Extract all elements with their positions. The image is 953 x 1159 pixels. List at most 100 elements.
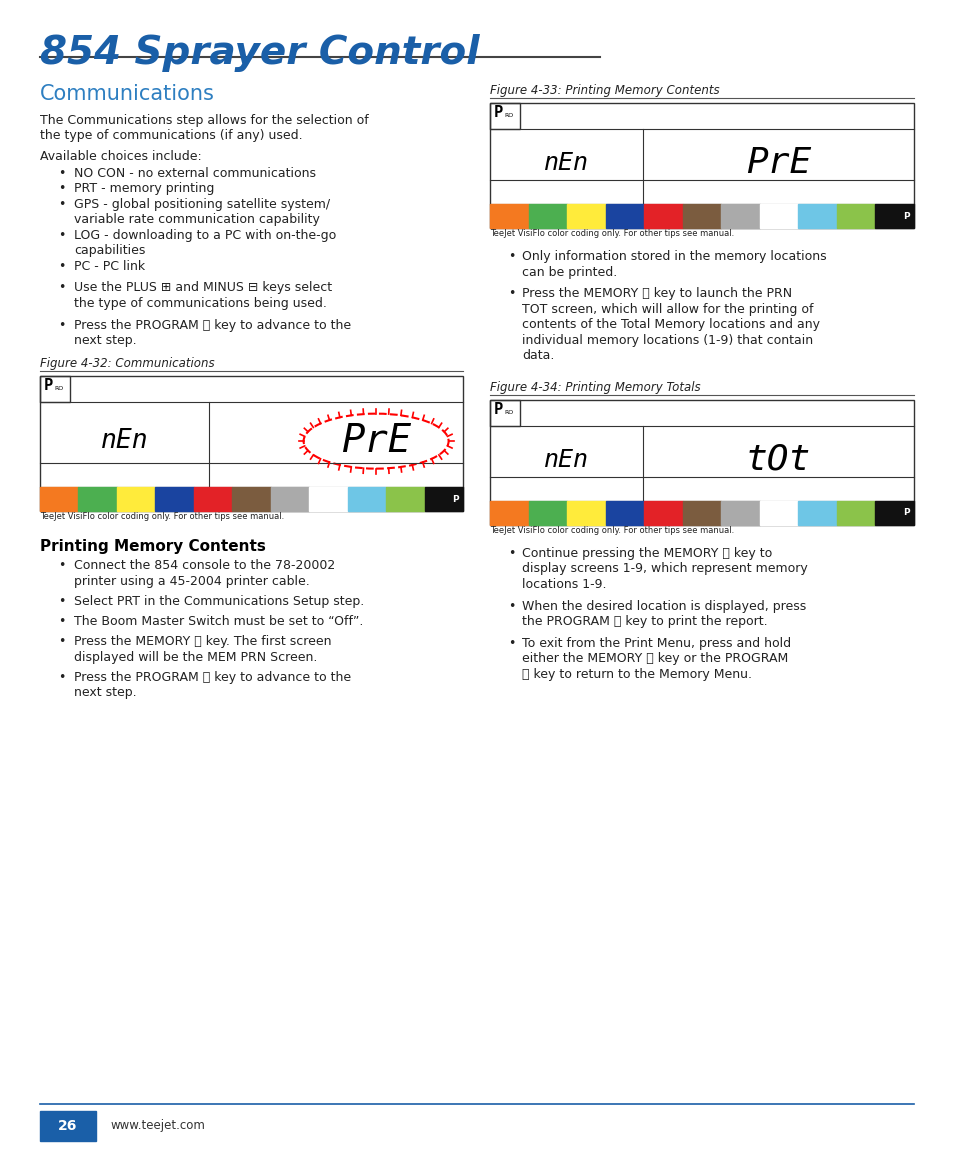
Text: The Communications step allows for the selection of: The Communications step allows for the s… xyxy=(40,114,369,127)
Text: •: • xyxy=(58,167,66,180)
Text: display screens 1-9, which represent memory: display screens 1-9, which represent mem… xyxy=(521,562,807,575)
Bar xyxy=(40,377,70,402)
Text: the type of communications (if any) used.: the type of communications (if any) used… xyxy=(40,130,302,143)
Text: LOG - downloading to a PC with on-the-go: LOG - downloading to a PC with on-the-go xyxy=(74,228,335,242)
Text: PC - PC link: PC - PC link xyxy=(74,260,145,272)
Bar xyxy=(605,204,643,228)
Text: Use the PLUS ⊞ and MINUS ⊟ keys select: Use the PLUS ⊞ and MINUS ⊟ keys select xyxy=(74,282,332,294)
Text: The Boom Master Switch must be set to “Off”.: The Boom Master Switch must be set to “O… xyxy=(74,615,363,628)
Text: Figure 4-33: Printing Memory Contents: Figure 4-33: Printing Memory Contents xyxy=(490,83,719,97)
Text: Press the PROGRAM Ⓟ key to advance to the: Press the PROGRAM Ⓟ key to advance to th… xyxy=(74,671,351,684)
Text: variable rate communication capability: variable rate communication capability xyxy=(74,213,319,226)
Text: •: • xyxy=(58,182,66,195)
Bar xyxy=(798,204,836,228)
Text: •: • xyxy=(58,635,66,648)
Text: TOT screen, which will allow for the printing of: TOT screen, which will allow for the pri… xyxy=(521,302,813,315)
Text: locations 1-9.: locations 1-9. xyxy=(521,578,606,591)
Text: the type of communications being used.: the type of communications being used. xyxy=(74,297,327,309)
Bar xyxy=(566,204,605,228)
Bar xyxy=(720,501,759,525)
Text: next step.: next step. xyxy=(74,334,136,347)
Text: •: • xyxy=(58,595,66,608)
Text: data.: data. xyxy=(521,349,554,363)
Text: RO: RO xyxy=(54,386,63,392)
Bar xyxy=(643,501,682,525)
Text: Select PRT in the Communications Setup step.: Select PRT in the Communications Setup s… xyxy=(74,595,364,608)
Bar xyxy=(720,204,759,228)
Text: www.teejet.com: www.teejet.com xyxy=(110,1120,205,1132)
Bar xyxy=(605,501,643,525)
Text: PRT - memory printing: PRT - memory printing xyxy=(74,182,214,195)
Bar xyxy=(40,377,462,511)
Bar xyxy=(490,103,913,228)
Text: Communications: Communications xyxy=(40,83,214,104)
Text: individual memory locations (1-9) that contain: individual memory locations (1-9) that c… xyxy=(521,334,812,347)
Text: Available choices include:: Available choices include: xyxy=(40,150,201,162)
Text: •: • xyxy=(58,560,66,573)
Bar xyxy=(309,487,347,511)
Text: Printing Memory Contents: Printing Memory Contents xyxy=(40,539,266,554)
Text: Press the MEMORY Ⓙ key to launch the PRN: Press the MEMORY Ⓙ key to launch the PRN xyxy=(521,287,791,300)
Bar xyxy=(643,204,682,228)
Bar xyxy=(424,487,462,511)
Text: RO: RO xyxy=(503,410,513,415)
Text: Press the MEMORY Ⓙ key. The first screen: Press the MEMORY Ⓙ key. The first screen xyxy=(74,635,331,648)
Text: •: • xyxy=(58,198,66,211)
Text: GPS - global positioning satellite system/: GPS - global positioning satellite syste… xyxy=(74,198,330,211)
Text: •: • xyxy=(507,599,515,613)
Text: can be printed.: can be printed. xyxy=(521,265,617,278)
Bar xyxy=(836,501,875,525)
Text: •: • xyxy=(507,250,515,263)
Bar xyxy=(40,1111,96,1140)
Text: next step.: next step. xyxy=(74,686,136,699)
Text: displayed will be the MEM PRN Screen.: displayed will be the MEM PRN Screen. xyxy=(74,651,317,664)
Text: Figure 4-34: Printing Memory Totals: Figure 4-34: Printing Memory Totals xyxy=(490,381,700,394)
Bar xyxy=(759,204,798,228)
Bar xyxy=(875,501,913,525)
Bar xyxy=(490,400,519,425)
Bar xyxy=(193,487,232,511)
Bar xyxy=(798,501,836,525)
Text: TeeJet VisiFlo color coding only. For other tips see manual.: TeeJet VisiFlo color coding only. For ot… xyxy=(490,526,734,535)
Text: NO CON - no external communications: NO CON - no external communications xyxy=(74,167,315,180)
Bar xyxy=(490,204,528,228)
Text: 854 Sprayer Control: 854 Sprayer Control xyxy=(40,34,479,72)
Bar xyxy=(566,501,605,525)
Bar xyxy=(40,487,78,511)
Text: capabilities: capabilities xyxy=(74,245,145,257)
Text: Figure 4-32: Communications: Figure 4-32: Communications xyxy=(40,357,214,371)
Text: P: P xyxy=(902,509,909,517)
Text: RO: RO xyxy=(503,112,513,118)
Bar xyxy=(490,400,913,525)
Text: •: • xyxy=(58,671,66,684)
Text: Connect the 854 console to the 78-20002: Connect the 854 console to the 78-20002 xyxy=(74,560,335,573)
Text: printer using a 45-2004 printer cable.: printer using a 45-2004 printer cable. xyxy=(74,575,310,588)
Text: TeeJet VisiFlo color coding only. For other tips see manual.: TeeJet VisiFlo color coding only. For ot… xyxy=(490,229,734,238)
Text: •: • xyxy=(507,287,515,300)
Text: Press the PROGRAM Ⓟ key to advance to the: Press the PROGRAM Ⓟ key to advance to th… xyxy=(74,319,351,331)
Text: •: • xyxy=(58,615,66,628)
Text: either the MEMORY Ⓙ key or the PROGRAM: either the MEMORY Ⓙ key or the PROGRAM xyxy=(521,653,787,665)
Bar xyxy=(78,487,117,511)
Text: •: • xyxy=(507,636,515,650)
Bar xyxy=(490,103,519,129)
Bar xyxy=(682,501,720,525)
Text: •: • xyxy=(58,282,66,294)
Bar xyxy=(875,204,913,228)
Text: •: • xyxy=(58,260,66,272)
Text: P: P xyxy=(452,495,458,504)
Text: •: • xyxy=(507,547,515,560)
Text: Continue pressing the MEMORY Ⓙ key to: Continue pressing the MEMORY Ⓙ key to xyxy=(521,547,771,560)
Bar xyxy=(836,204,875,228)
Bar xyxy=(759,501,798,525)
Text: •: • xyxy=(58,228,66,242)
Text: the PROGRAM Ⓟ key to print the report.: the PROGRAM Ⓟ key to print the report. xyxy=(521,615,767,628)
Bar xyxy=(347,487,386,511)
Text: Only information stored in the memory locations: Only information stored in the memory lo… xyxy=(521,250,825,263)
Bar xyxy=(682,204,720,228)
Text: PrE: PrE xyxy=(745,146,810,180)
Bar xyxy=(271,487,309,511)
Text: Ⓟ key to return to the Memory Menu.: Ⓟ key to return to the Memory Menu. xyxy=(521,668,751,680)
Bar xyxy=(386,487,424,511)
Text: P: P xyxy=(902,211,909,220)
